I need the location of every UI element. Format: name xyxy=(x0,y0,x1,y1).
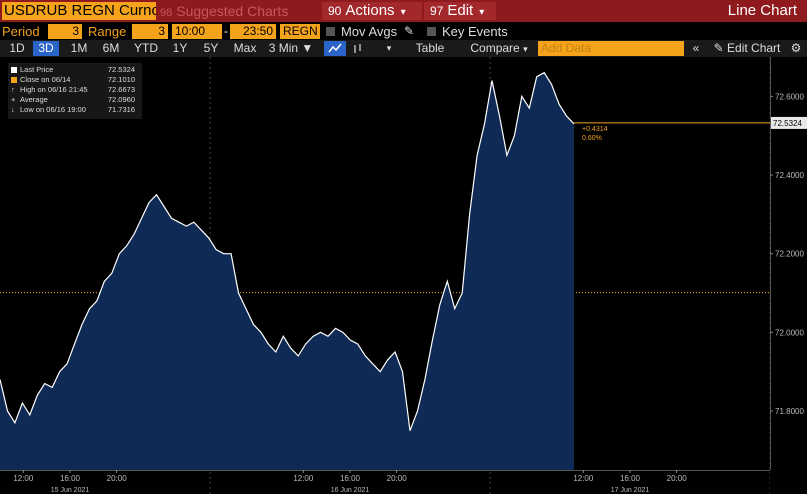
x-tick-label: 16:00 xyxy=(620,474,641,483)
range-label: Range xyxy=(88,24,127,39)
time-to-input[interactable]: 23:50 xyxy=(230,24,276,39)
arrow-up-icon: ↑ xyxy=(11,85,15,94)
legend-average: + Average 72.0960 xyxy=(11,95,139,105)
settings-row: Period 3 Range 3 10:00 - 23:50 REGN Mov … xyxy=(0,22,807,40)
range-button-1d[interactable]: 1D xyxy=(9,41,25,55)
chevron-down-icon: ▾ xyxy=(523,44,528,54)
x-tick-label: 12:00 xyxy=(13,474,34,483)
legend-low: ↓ Low on 06/16 19:00 71.7316 xyxy=(11,105,139,115)
y-tick-label: 72.2000 xyxy=(775,250,804,259)
period-input[interactable]: 3 xyxy=(48,24,82,39)
mov-avgs-checkbox[interactable] xyxy=(326,27,335,36)
collapse-icon[interactable]: « xyxy=(692,41,700,55)
actions-number: 90 xyxy=(328,4,342,18)
y-tick-label: 72.0000 xyxy=(775,328,804,337)
arrow-down-icon: ↓ xyxy=(11,105,15,114)
y-axis-panel xyxy=(770,57,807,494)
legend-label: Close on 06/14 xyxy=(20,75,71,84)
price-line xyxy=(0,71,575,431)
edit-number: 97 xyxy=(430,4,444,18)
range-button-max[interactable]: Max xyxy=(233,41,257,55)
ticker-field[interactable]: USDRUB REGN Curncy xyxy=(2,2,156,20)
suggested-charts-menu[interactable]: 98 Suggested Charts xyxy=(160,2,288,20)
chevron-down-icon: ▼ xyxy=(301,41,314,55)
add-data-input[interactable]: Add Data xyxy=(538,41,684,56)
range-input[interactable]: 3 xyxy=(132,24,168,39)
edit-label: Edit xyxy=(447,2,474,19)
legend-last-price: Last Price 72.5324 xyxy=(11,65,139,75)
actions-label: Actions xyxy=(345,2,395,19)
price-chart[interactable]: +0.4314 0.60% 72.6000 72.4000 72.2000 72.0000… xyxy=(0,57,807,494)
y-tick-label: 72.4000 xyxy=(775,171,804,180)
interval-dropdown[interactable]: 3 Min ▼ xyxy=(264,41,318,56)
chart-legend: Last Price 72.5324 Close on 06/14 72.101… xyxy=(8,63,142,119)
x-tick-label: 16:00 xyxy=(340,474,361,483)
legend-value: 72.1010 xyxy=(107,75,135,84)
pencil-icon[interactable]: ✎ xyxy=(404,24,415,38)
period-label: Period xyxy=(2,24,40,39)
suggested-charts-num: 98 xyxy=(160,7,173,19)
source-input[interactable]: REGN xyxy=(280,24,320,39)
suggested-charts-label: Suggested Charts xyxy=(176,3,289,19)
range-button-5y[interactable]: 5Y xyxy=(203,41,219,55)
edit-menu[interactable]: 97 Edit ▾ xyxy=(424,2,496,20)
x-tick-label: 20:00 xyxy=(387,474,408,483)
chart-type-dropdown-icon[interactable]: ▾ xyxy=(386,43,392,53)
table-button[interactable]: Table xyxy=(415,41,445,55)
settings-gear-icon[interactable]: ⚙ xyxy=(790,41,802,55)
legend-label: High on 06/16 21:45 xyxy=(20,85,88,94)
mov-avgs-label: Mov Avgs xyxy=(341,24,398,39)
y-tick-label: 71.8000 xyxy=(775,407,804,416)
x-tick-label: 20:00 xyxy=(107,474,128,483)
interval-label: 3 Min xyxy=(268,41,299,55)
legend-value: 72.0960 xyxy=(107,95,135,104)
x-tick-label: 16:00 xyxy=(60,474,81,483)
key-events-label: Key Events xyxy=(442,24,508,39)
line-chart-icon[interactable] xyxy=(324,41,346,56)
x-tick-label: 12:00 xyxy=(573,474,594,483)
toolbar: 1D 3D 1M 6M YTD 1Y 5Y Max 3 Min ▼ ▾ Tabl… xyxy=(0,40,807,57)
last-price-axis-label: 72.5324 xyxy=(773,119,802,128)
time-dash: - xyxy=(224,24,228,38)
edit-chart-label: Edit Chart xyxy=(727,41,781,55)
range-button-ytd[interactable]: YTD xyxy=(134,41,158,55)
x-day-label: 17 Jun 2021 xyxy=(611,487,650,494)
x-tick-label: 12:00 xyxy=(293,474,314,483)
y-tick-label: 72.6000 xyxy=(775,92,804,101)
change-value-label: +0.4314 xyxy=(582,126,608,133)
title-bar: USDRUB REGN Curncy 98 Suggested Charts 90… xyxy=(0,0,807,22)
pencil-icon: ✎ xyxy=(713,41,724,55)
time-from-input[interactable]: 10:00 xyxy=(172,24,222,39)
legend-value: 72.6673 xyxy=(107,85,135,94)
legend-label: Last Price xyxy=(20,65,54,74)
key-events-checkbox[interactable] xyxy=(427,27,436,36)
bar-chart-type-icon[interactable] xyxy=(349,41,367,56)
legend-label: Low on 06/16 19:00 xyxy=(20,105,86,114)
legend-value: 71.7316 xyxy=(107,105,135,114)
compare-label: Compare xyxy=(470,41,520,55)
plus-icon: + xyxy=(11,95,16,104)
legend-value: 72.5324 xyxy=(107,65,135,74)
legend-swatch xyxy=(11,77,17,84)
last-price-box xyxy=(771,116,807,129)
x-day-label: 15 Jun 2021 xyxy=(51,487,90,494)
chevron-down-icon: ▾ xyxy=(479,7,485,18)
x-day-label: 16 Jun 2021 xyxy=(331,487,370,494)
legend-high: ↑ High on 06/16 21:45 72.6673 xyxy=(11,85,139,95)
price-area xyxy=(0,72,574,470)
edit-chart-button[interactable]: ✎ Edit Chart xyxy=(708,41,786,56)
chart-type-title: Line Chart xyxy=(727,2,797,19)
range-button-6m[interactable]: 6M xyxy=(102,41,120,55)
actions-menu[interactable]: 90 Actions ▾ xyxy=(322,2,422,20)
legend-swatch xyxy=(11,67,17,74)
change-percent-label: 0.60% xyxy=(582,135,602,142)
legend-close: Close on 06/14 72.1010 xyxy=(11,75,139,85)
legend-label: Average xyxy=(20,95,48,104)
x-tick-label: 20:00 xyxy=(667,474,688,483)
chevron-down-icon: ▾ xyxy=(400,7,406,18)
range-button-3d[interactable]: 3D xyxy=(33,41,59,56)
range-button-1y[interactable]: 1Y xyxy=(172,41,188,55)
range-button-1m[interactable]: 1M xyxy=(70,41,88,55)
compare-dropdown[interactable]: Compare ▾ xyxy=(464,41,534,56)
